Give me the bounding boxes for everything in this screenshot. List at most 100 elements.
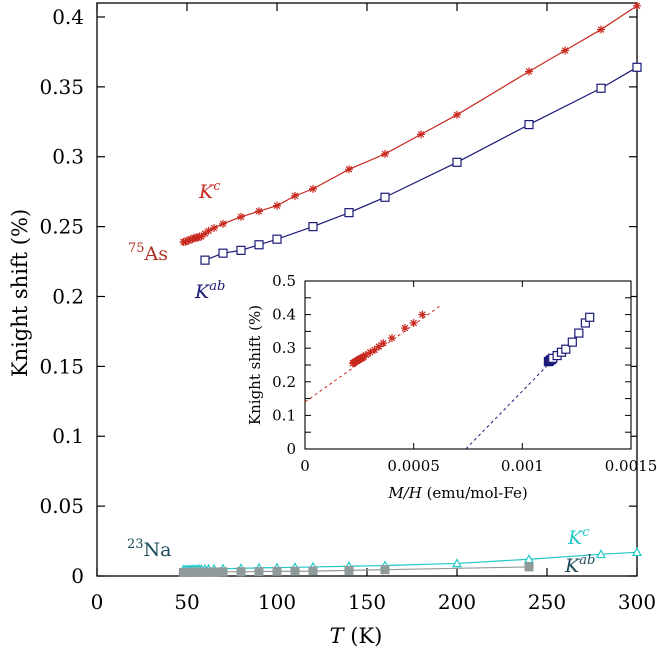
inset-x-axis-label: M/H (emu/mol-Fe): [387, 484, 527, 502]
data-point: [381, 149, 389, 158]
inset-x-axis-label-unit: (emu/mol-Fe): [422, 484, 528, 502]
data-point: [209, 567, 219, 577]
x-tick-label: 300: [618, 590, 656, 614]
data-point: [218, 248, 228, 258]
inset-x-tick-label: 0.001: [501, 457, 544, 475]
data-point: [237, 212, 245, 221]
data-point: [453, 110, 461, 119]
x-tick-label: 100: [258, 590, 296, 614]
main-x-axis-label: T (K): [330, 624, 383, 648]
annotation-na23-label: Na: [144, 539, 172, 561]
inset-x-tick-label: 0.0005: [387, 457, 440, 475]
data-point: [595, 549, 607, 559]
inset-x-axis-label-var: M/H: [387, 484, 422, 502]
y-tick-label: 0.15: [39, 354, 84, 378]
data-point: [201, 229, 209, 238]
data-point: [632, 62, 642, 72]
annotation-as-kc: Kc: [198, 179, 221, 203]
y-tick-label: 0.1: [52, 424, 84, 448]
y-tick-label: 0.4: [52, 5, 84, 29]
data-point: [524, 562, 534, 572]
data-point: [561, 46, 569, 55]
inset-y-tick-label: 0.3: [272, 339, 296, 357]
inset-data-point: [387, 334, 396, 343]
data-point: [380, 565, 390, 575]
annotation-na-kc-sup: c: [582, 525, 590, 540]
inset-y-tick-label: 0.5: [272, 272, 296, 290]
inset-data-point: [585, 312, 595, 322]
inset-data-point: [379, 339, 388, 348]
data-point: [452, 157, 462, 167]
inset-data-point: [370, 345, 379, 354]
inset-plot-frame: [304, 280, 632, 450]
data-point: [596, 83, 606, 93]
data-point: [272, 566, 282, 576]
inset-data-point: [409, 319, 418, 327]
data-point: [524, 119, 534, 130]
data-point: [417, 130, 425, 139]
inset-data-point: [374, 342, 383, 351]
main-x-axis-label-var: T: [330, 624, 346, 648]
annotation-na-kab-sup: ab: [579, 553, 595, 568]
y-tick-label: 0.05: [39, 494, 84, 518]
inset-plot-data: [304, 305, 595, 450]
y-tick-label: 0.2: [52, 284, 84, 308]
annotation-na-kc-base: K: [567, 527, 584, 549]
inset-y-tick-label: 0: [286, 440, 296, 458]
inset-y-tick-label: 0.4: [272, 306, 296, 324]
data-point: [273, 201, 281, 210]
annotation-as-kc-sup: c: [213, 179, 221, 194]
annotation-as75-label: As: [144, 243, 168, 265]
inset-data-point: [400, 324, 409, 333]
data-point: [309, 184, 317, 193]
x-tick-label: 0: [91, 590, 104, 614]
data-point: [344, 208, 354, 218]
inset-data-point: [561, 344, 571, 354]
inset-x-tick-label: 0: [300, 457, 310, 475]
data-point: [200, 255, 210, 265]
annotation-as-kc-base: K: [198, 181, 215, 203]
inset-y-tick-label: 0.1: [272, 406, 296, 424]
inset-data-point: [366, 348, 375, 357]
main-y-axis-label: Knight shift (%): [8, 209, 32, 377]
annotation-as-kab-sup: ab: [209, 279, 225, 294]
data-point: [344, 565, 354, 575]
annotation-na23-sup: 23: [127, 537, 144, 552]
inset-y-axis-label: Knight shift (%): [246, 305, 264, 425]
y-tick-label: 0.25: [39, 215, 84, 239]
data-point: [451, 558, 463, 568]
annotation-na-kab-base: K: [564, 555, 581, 577]
inset-x-tick-label: 0.0015: [605, 457, 657, 475]
main-axis-ticks: 0 50 100 150 200 250 300 0 0.05 0.1 0.15 0.2 0.25 0.3…: [39, 3, 656, 614]
inset-data-point: [418, 310, 427, 319]
data-point: [204, 226, 213, 235]
y-tick-label: 0: [71, 564, 84, 588]
data-point: [255, 207, 263, 216]
data-point: [308, 222, 318, 232]
data-point: [345, 165, 353, 174]
data-point: [272, 234, 282, 244]
main-plot-data: [178, 1, 643, 578]
inset-y-tick-label: 0.2: [272, 373, 296, 391]
data-point: [254, 240, 264, 250]
annotation-na-kab: Kab: [564, 553, 595, 577]
x-tick-label: 150: [348, 590, 386, 614]
inset-data-point: [574, 328, 584, 338]
inset-data-point: [361, 350, 370, 359]
data-point: [380, 192, 390, 202]
data-point: [210, 224, 218, 233]
data-point: [218, 567, 228, 577]
inset-fit-line: [465, 359, 554, 450]
x-tick-label: 50: [174, 590, 199, 614]
annotation-as-kab: Kab: [194, 279, 225, 303]
data-point: [525, 67, 533, 76]
data-point: [308, 566, 318, 576]
series-line: [204, 66, 638, 261]
data-point: [290, 566, 300, 576]
annotation-as-kab-base: K: [194, 281, 211, 303]
annotation-na23: 23Na: [127, 537, 172, 561]
data-point: [254, 567, 264, 577]
data-point: [197, 232, 206, 241]
data-point: [236, 245, 246, 255]
data-point: [219, 219, 227, 228]
